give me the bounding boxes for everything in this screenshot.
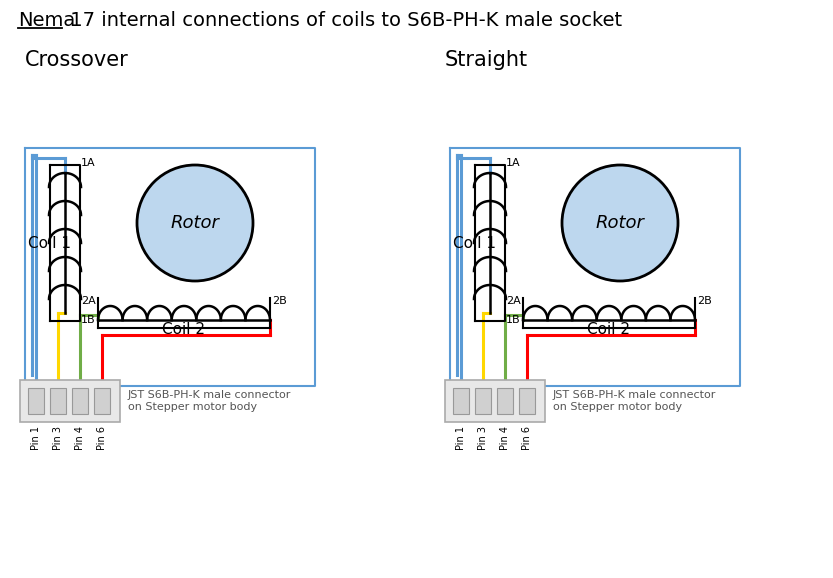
Text: Coil 1: Coil 1 <box>28 235 71 250</box>
Bar <box>519 388 535 414</box>
Text: Coil 2: Coil 2 <box>162 322 206 337</box>
Text: Straight: Straight <box>445 50 528 70</box>
Text: JST S6B-PH-K male connector
on Stepper motor body: JST S6B-PH-K male connector on Stepper m… <box>128 390 292 412</box>
Text: Pin 4: Pin 4 <box>500 426 510 450</box>
Bar <box>72 388 88 414</box>
Text: 17 internal connections of coils to S6B-PH-K male socket: 17 internal connections of coils to S6B-… <box>64 11 622 30</box>
Text: Pin 3: Pin 3 <box>53 426 63 450</box>
Bar <box>475 388 491 414</box>
Bar <box>453 388 469 414</box>
Text: 2B: 2B <box>272 296 287 306</box>
Text: Rotor: Rotor <box>596 214 645 232</box>
Text: Pin 1: Pin 1 <box>31 426 41 450</box>
Text: Pin 6: Pin 6 <box>522 426 532 450</box>
Bar <box>20 380 120 422</box>
Text: Pin 1: Pin 1 <box>456 426 466 450</box>
Text: 2A: 2A <box>82 296 96 306</box>
Text: Crossover: Crossover <box>25 50 129 70</box>
Text: Nema: Nema <box>18 11 75 30</box>
Text: Pin 6: Pin 6 <box>97 426 107 450</box>
Bar <box>445 380 545 422</box>
Text: 1A: 1A <box>506 158 521 168</box>
Bar <box>50 388 66 414</box>
Text: Pin 3: Pin 3 <box>478 426 488 450</box>
Text: Pin 4: Pin 4 <box>75 426 85 450</box>
Text: JST S6B-PH-K male connector
on Stepper motor body: JST S6B-PH-K male connector on Stepper m… <box>553 390 716 412</box>
Text: 2B: 2B <box>697 296 711 306</box>
Text: 1A: 1A <box>81 158 96 168</box>
Text: Coil 2: Coil 2 <box>587 322 631 337</box>
Circle shape <box>137 165 253 281</box>
Text: Rotor: Rotor <box>171 214 219 232</box>
Text: 2A: 2A <box>506 296 521 306</box>
Bar <box>28 388 44 414</box>
Text: Coil 1: Coil 1 <box>453 235 496 250</box>
Circle shape <box>562 165 678 281</box>
Bar <box>497 388 513 414</box>
Bar <box>94 388 110 414</box>
Text: 1B: 1B <box>81 315 96 325</box>
Text: 1B: 1B <box>506 315 521 325</box>
